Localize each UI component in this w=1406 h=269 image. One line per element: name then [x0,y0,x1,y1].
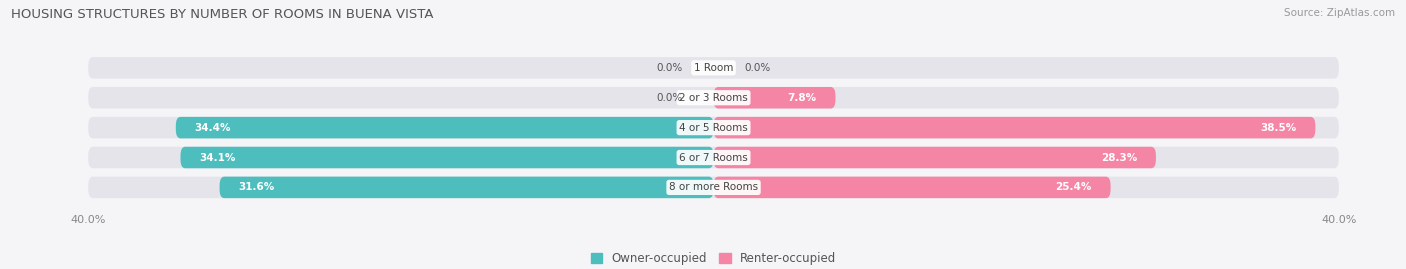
FancyBboxPatch shape [89,57,1339,79]
FancyBboxPatch shape [713,117,1316,138]
Text: 31.6%: 31.6% [239,182,274,192]
Text: 34.4%: 34.4% [194,123,231,133]
FancyBboxPatch shape [89,117,1339,138]
Text: 7.8%: 7.8% [787,93,817,103]
Text: 8 or more Rooms: 8 or more Rooms [669,182,758,192]
Text: 0.0%: 0.0% [745,63,770,73]
Text: 0.0%: 0.0% [657,93,682,103]
FancyBboxPatch shape [180,147,713,168]
Text: 34.1%: 34.1% [200,153,236,162]
Text: 28.3%: 28.3% [1101,153,1137,162]
FancyBboxPatch shape [89,147,1339,168]
Text: 6 or 7 Rooms: 6 or 7 Rooms [679,153,748,162]
Text: 1 Room: 1 Room [693,63,734,73]
Text: 38.5%: 38.5% [1260,123,1296,133]
Text: 4 or 5 Rooms: 4 or 5 Rooms [679,123,748,133]
FancyBboxPatch shape [713,177,1111,198]
Text: Source: ZipAtlas.com: Source: ZipAtlas.com [1284,8,1395,18]
FancyBboxPatch shape [89,87,1339,108]
Legend: Owner-occupied, Renter-occupied: Owner-occupied, Renter-occupied [591,252,837,265]
Text: HOUSING STRUCTURES BY NUMBER OF ROOMS IN BUENA VISTA: HOUSING STRUCTURES BY NUMBER OF ROOMS IN… [11,8,433,21]
FancyBboxPatch shape [713,147,1156,168]
FancyBboxPatch shape [176,117,713,138]
FancyBboxPatch shape [89,177,1339,198]
FancyBboxPatch shape [713,87,835,108]
Text: 0.0%: 0.0% [657,63,682,73]
FancyBboxPatch shape [219,177,713,198]
Text: 2 or 3 Rooms: 2 or 3 Rooms [679,93,748,103]
Text: 25.4%: 25.4% [1056,182,1092,192]
